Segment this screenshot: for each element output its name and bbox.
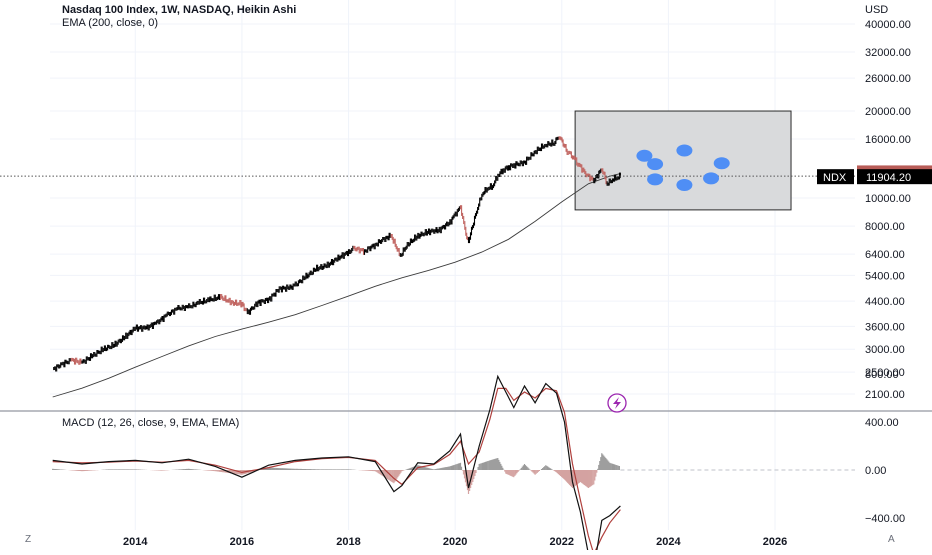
chart-title: Nasdaq 100 Index, 1W, NASDAQ, Heikin Ash… <box>62 4 297 16</box>
time-tick-label: 2024 <box>656 536 681 548</box>
macd-legend: MACD (12, 26, close, 9, EMA, EMA) <box>62 417 240 429</box>
ema-line <box>52 173 621 398</box>
price-tick-label: 40000.00 <box>865 19 911 31</box>
annotation-dot <box>636 149 653 162</box>
macd-tick-label: 800.00 <box>865 369 899 381</box>
time-tick-label: 2026 <box>763 536 787 548</box>
price-tick-label: 4400.00 <box>865 296 905 308</box>
y-axis-unit[interactable]: USD <box>865 4 889 16</box>
macd-tick-label: −400.00 <box>865 513 905 525</box>
ticker-tag-box <box>817 169 854 185</box>
ticker-tag: NDX <box>823 172 847 184</box>
macd-line <box>52 374 621 555</box>
price-tick-label: 32000.00 <box>865 47 911 59</box>
auto-scale-button[interactable]: A <box>888 534 895 545</box>
time-tick-label: 2014 <box>123 536 148 548</box>
price-tick-label: 8000.00 <box>865 221 905 233</box>
time-tick-label: 2022 <box>550 536 574 548</box>
annotation-dot <box>676 144 693 157</box>
time-zone-button[interactable]: Z <box>25 534 32 545</box>
price-tick-label: 16000.00 <box>865 134 911 146</box>
macd-tick-label: 400.00 <box>865 417 899 429</box>
price-tick-label: 5400.00 <box>865 270 905 282</box>
annotation-dot <box>676 178 693 191</box>
annotation-dot <box>713 157 730 170</box>
current-price-label-box <box>857 169 932 185</box>
price-tick-label: 6400.00 <box>865 249 905 261</box>
macd-tick-label: 0.00 <box>865 465 886 477</box>
price-tick-label: 20000.00 <box>865 106 911 118</box>
annotation-rectangle <box>574 110 792 211</box>
lightning-icon-bolt <box>613 397 621 409</box>
time-tick-label: 2016 <box>230 536 254 548</box>
price-tick-label: 3600.00 <box>865 321 905 333</box>
time-tick-label: 2018 <box>336 536 360 548</box>
macd-signal-line <box>52 387 621 555</box>
annotation-dot <box>647 158 664 171</box>
price-tick-label: 2500.00 <box>865 367 905 379</box>
annotation-dot <box>647 173 664 186</box>
price-tick-label: 26000.00 <box>865 73 911 85</box>
price-tick-label: 10000.00 <box>865 193 911 205</box>
time-tick-label: 2020 <box>443 536 467 548</box>
ema-legend: EMA (200, close, 0) <box>62 17 158 29</box>
current-price-label: 11904.20 <box>866 172 911 184</box>
price-tick-label: 2100.00 <box>865 389 905 401</box>
annotation-dot <box>703 172 720 185</box>
price-tick-label: 3000.00 <box>865 344 905 356</box>
